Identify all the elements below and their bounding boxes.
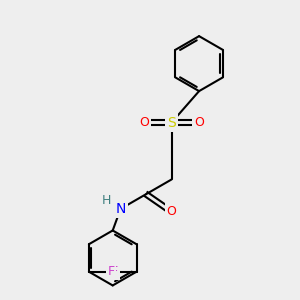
Text: F: F: [111, 265, 118, 278]
Text: H: H: [102, 194, 112, 207]
Text: O: O: [167, 205, 176, 218]
Text: N: N: [116, 202, 126, 216]
Text: F: F: [107, 265, 115, 278]
Text: O: O: [139, 116, 149, 129]
Text: O: O: [194, 116, 204, 129]
Text: S: S: [167, 116, 176, 130]
